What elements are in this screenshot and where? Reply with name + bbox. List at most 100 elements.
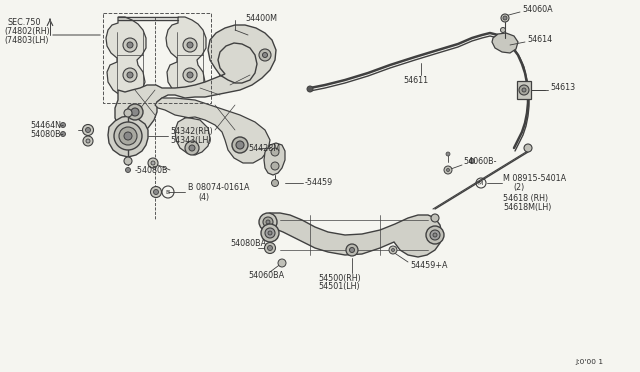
Circle shape	[114, 122, 142, 150]
Bar	[103, 13, 211, 103]
Circle shape	[123, 68, 137, 82]
Circle shape	[447, 169, 449, 171]
Text: 54060A: 54060A	[522, 4, 552, 13]
Text: M: M	[477, 180, 483, 186]
Text: 54400M: 54400M	[245, 13, 277, 22]
Circle shape	[349, 247, 355, 253]
Circle shape	[271, 180, 278, 186]
Text: 54060B-: 54060B-	[463, 157, 497, 166]
Circle shape	[264, 243, 275, 253]
Circle shape	[61, 122, 65, 128]
Circle shape	[470, 158, 474, 164]
Circle shape	[500, 28, 506, 32]
Circle shape	[346, 244, 358, 256]
Circle shape	[307, 86, 313, 92]
Circle shape	[154, 189, 159, 195]
Text: -54459: -54459	[305, 177, 333, 186]
Circle shape	[519, 85, 529, 95]
Circle shape	[444, 166, 452, 174]
Text: 54464N-: 54464N-	[30, 121, 64, 129]
Text: 54428M: 54428M	[248, 144, 280, 153]
Text: 54060BA: 54060BA	[248, 272, 284, 280]
Circle shape	[431, 214, 439, 222]
Polygon shape	[108, 116, 148, 157]
Polygon shape	[115, 25, 276, 133]
Circle shape	[83, 125, 93, 135]
Circle shape	[430, 230, 440, 240]
Circle shape	[261, 224, 279, 242]
Polygon shape	[492, 33, 518, 53]
Circle shape	[446, 152, 450, 156]
Circle shape	[187, 72, 193, 78]
Circle shape	[232, 137, 248, 153]
Circle shape	[148, 158, 158, 168]
Polygon shape	[106, 17, 146, 97]
Text: B 08074-0161A: B 08074-0161A	[188, 183, 250, 192]
Text: 54080BA: 54080BA	[230, 238, 266, 247]
Circle shape	[61, 131, 65, 137]
Text: SEC.750: SEC.750	[7, 17, 40, 26]
Circle shape	[268, 231, 272, 235]
Circle shape	[259, 213, 277, 231]
Text: (74802(RH): (74802(RH)	[4, 26, 50, 35]
Text: 54459+A: 54459+A	[410, 262, 447, 270]
Circle shape	[187, 42, 193, 48]
Circle shape	[185, 141, 199, 155]
Bar	[517, 81, 531, 99]
Circle shape	[127, 104, 143, 120]
Circle shape	[125, 167, 131, 173]
Circle shape	[259, 49, 271, 61]
Text: 54343(LH): 54343(LH)	[170, 135, 211, 144]
Circle shape	[271, 148, 279, 156]
Circle shape	[183, 68, 197, 82]
Polygon shape	[155, 98, 270, 163]
Text: 54501(LH): 54501(LH)	[318, 282, 360, 292]
Circle shape	[278, 259, 286, 267]
Text: 54500(RH): 54500(RH)	[318, 273, 361, 282]
Text: (74803(LH): (74803(LH)	[4, 35, 49, 45]
Polygon shape	[262, 213, 442, 257]
Circle shape	[266, 220, 270, 224]
Circle shape	[389, 246, 397, 254]
Circle shape	[501, 14, 509, 22]
Text: 54614: 54614	[527, 35, 552, 44]
Circle shape	[124, 157, 132, 165]
Text: J:0'00 1: J:0'00 1	[575, 359, 603, 365]
Circle shape	[271, 162, 279, 170]
Circle shape	[524, 144, 532, 152]
Circle shape	[183, 38, 197, 52]
Text: M 08915-5401A: M 08915-5401A	[503, 173, 566, 183]
Circle shape	[83, 136, 93, 146]
Circle shape	[522, 88, 526, 92]
Circle shape	[236, 141, 244, 149]
Circle shape	[86, 139, 90, 143]
Text: 54618M(LH): 54618M(LH)	[503, 202, 552, 212]
Circle shape	[268, 246, 273, 250]
Text: 54613: 54613	[550, 83, 575, 92]
Circle shape	[151, 161, 155, 165]
Circle shape	[86, 128, 90, 132]
Circle shape	[433, 233, 437, 237]
Text: 54611: 54611	[403, 76, 428, 84]
Text: (2): (2)	[513, 183, 524, 192]
Circle shape	[392, 248, 394, 251]
Circle shape	[189, 145, 195, 151]
Text: 54342(RH): 54342(RH)	[170, 126, 212, 135]
Circle shape	[127, 72, 133, 78]
Circle shape	[127, 42, 133, 48]
Circle shape	[119, 127, 137, 145]
Circle shape	[503, 16, 507, 20]
Circle shape	[265, 228, 275, 238]
Circle shape	[262, 52, 268, 58]
Circle shape	[124, 132, 132, 140]
Text: -54080B: -54080B	[135, 166, 168, 174]
Text: (4): (4)	[198, 192, 209, 202]
Text: B: B	[166, 189, 170, 195]
Circle shape	[131, 108, 139, 116]
Text: 54080B-: 54080B-	[30, 129, 63, 138]
Polygon shape	[166, 17, 206, 97]
Circle shape	[150, 186, 161, 198]
Polygon shape	[264, 143, 285, 175]
Circle shape	[123, 38, 137, 52]
Circle shape	[124, 109, 132, 117]
